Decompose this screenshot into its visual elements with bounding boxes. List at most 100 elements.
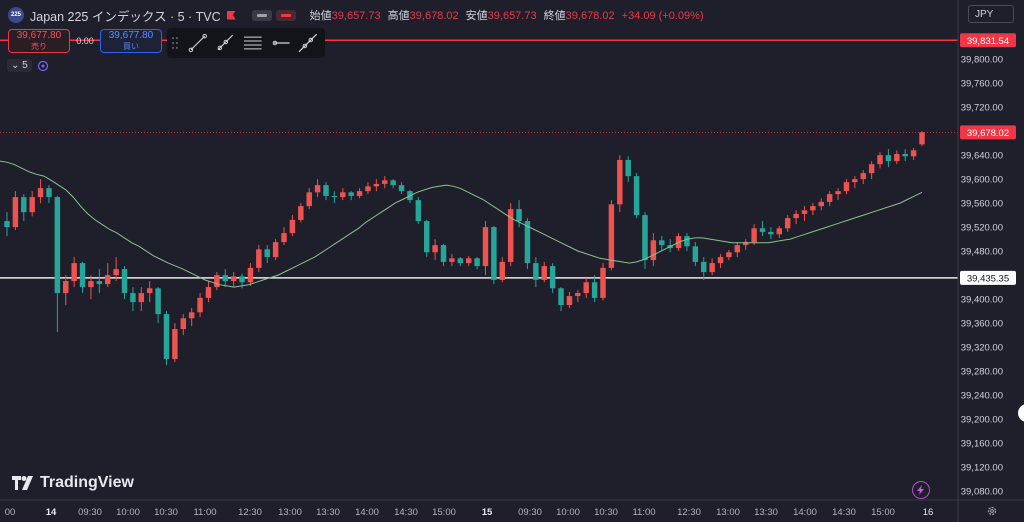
candle-body [852, 179, 858, 183]
indicator-icon[interactable] [37, 60, 49, 72]
candle-body [21, 197, 27, 213]
candle-body [340, 192, 346, 198]
flag-icon[interactable] [226, 10, 236, 20]
candle-body [256, 249, 262, 268]
candle-body [474, 258, 480, 267]
candle-body [801, 210, 808, 214]
candle-body [835, 191, 841, 195]
scroll-handle[interactable] [1018, 404, 1024, 422]
candle-body [784, 218, 791, 229]
candle-body [138, 293, 145, 303]
time-tick-label: 10:30 [594, 507, 618, 518]
time-tick-label: 15:00 [871, 507, 895, 518]
ohlc-key-low: 安値 [465, 10, 488, 22]
candle-body [205, 287, 212, 298]
time-tick-label: 11:00 [193, 507, 216, 518]
horizontal-ray-icon[interactable] [270, 32, 292, 54]
candle-body [172, 329, 178, 360]
candle-body [776, 228, 783, 235]
ray-icon[interactable] [214, 32, 236, 54]
price-tick-label: 39,600.00 [961, 175, 1003, 186]
time-tick-label: 00 [5, 507, 16, 518]
price-tick-label: 39,520.00 [961, 223, 1003, 234]
price-tick-label: 39,240.00 [961, 391, 1003, 402]
candle-body [356, 191, 363, 196]
candle-body [222, 275, 228, 282]
candle-body [281, 233, 287, 243]
sell-button[interactable]: 39,677.80 売り [8, 29, 70, 53]
candle-body [348, 192, 354, 196]
candle-body [533, 263, 539, 280]
candle-body [12, 197, 19, 228]
symbol-name[interactable]: Japan 225 インデックス · 5 · TVC [30, 9, 221, 24]
drag-handle-icon[interactable] [171, 36, 179, 50]
time-tick-label: 16 [923, 507, 934, 518]
candle-body [600, 267, 606, 298]
ohlc-key-high: 高値 [387, 10, 410, 22]
time-tick-label: 12:30 [677, 507, 701, 518]
minus-icon[interactable] [251, 9, 272, 21]
time-tick-label: 11:00 [632, 507, 655, 518]
fib-icon[interactable] [242, 32, 264, 54]
candle-body [742, 242, 749, 246]
eye-off-icon[interactable] [275, 9, 296, 21]
candle-body [751, 228, 757, 243]
candle-body [843, 182, 850, 192]
ohlc-value-low: 39,657.73 [487, 10, 537, 22]
candle-body [373, 183, 380, 187]
candle-body [71, 263, 77, 282]
tradingview-logo[interactable]: TradingView [12, 474, 134, 492]
time-tick-label: 14:30 [832, 507, 856, 518]
ohlc-values: 始値39,657.73 高値39,678.02 安値39,657.73 終値39… [310, 7, 708, 23]
candle-body [482, 227, 489, 267]
candle-body [701, 261, 707, 273]
candle-body [155, 288, 161, 315]
candle-body [390, 180, 396, 186]
sell-label: 売り [31, 41, 47, 51]
candle-body [298, 206, 304, 220]
extended-line-icon[interactable] [297, 32, 319, 54]
candle-body [180, 318, 187, 330]
candle-body [860, 173, 866, 180]
candle-body [692, 246, 699, 262]
symbol-logo[interactable]: 225 [8, 7, 24, 23]
trade-panel: 39,677.80 売り 0.00 39,677.80 買い [8, 29, 162, 53]
interval-dropdown[interactable]: ⌄ 5 [7, 59, 32, 72]
spread-value: 0.00 [76, 36, 94, 46]
candle-body [566, 296, 573, 306]
price-tick-label: 39,280.00 [961, 367, 1003, 378]
price-tick-label: 39,400.00 [961, 295, 1003, 306]
time-tick-label: 13:00 [278, 507, 302, 518]
time-tick-label: 12:30 [238, 507, 262, 518]
gear-icon[interactable] [986, 505, 998, 517]
candle-body [717, 257, 724, 264]
candle-body [365, 186, 371, 192]
candle-body [650, 240, 657, 261]
trend-line-icon[interactable] [187, 32, 209, 54]
candle-body [465, 258, 472, 264]
candle-body [575, 293, 581, 297]
level-price-label-bg [960, 270, 1016, 285]
level-price-label: 39,435.35 [967, 273, 1009, 284]
time-tick-label: 14:00 [793, 507, 817, 518]
ohlc-key-open: 始値 [309, 10, 332, 22]
candle-body [894, 153, 900, 162]
alert-price-label-bg [960, 33, 1016, 48]
buy-button[interactable]: 39,677.80 買い [100, 29, 162, 53]
candle-body [247, 267, 254, 283]
candle-body [423, 221, 430, 253]
price-tick-label: 39,320.00 [961, 343, 1003, 354]
lightning-icon[interactable] [912, 481, 930, 499]
currency-selector[interactable]: JPY [968, 5, 1014, 23]
candle-body [818, 201, 824, 207]
last-price-label: 39,678.02 [967, 128, 1009, 139]
candle-body [398, 185, 405, 192]
time-tick-label: 14:30 [394, 507, 418, 518]
candle-body [432, 245, 438, 253]
candle-body [230, 276, 237, 282]
time-tick-label: 10:00 [116, 507, 140, 518]
candle-body [826, 194, 833, 202]
candle-body [382, 180, 388, 184]
symbol-header: 225 Japan 225 インデックス · 5 · TVC 始値 39,657.… [8, 6, 708, 24]
